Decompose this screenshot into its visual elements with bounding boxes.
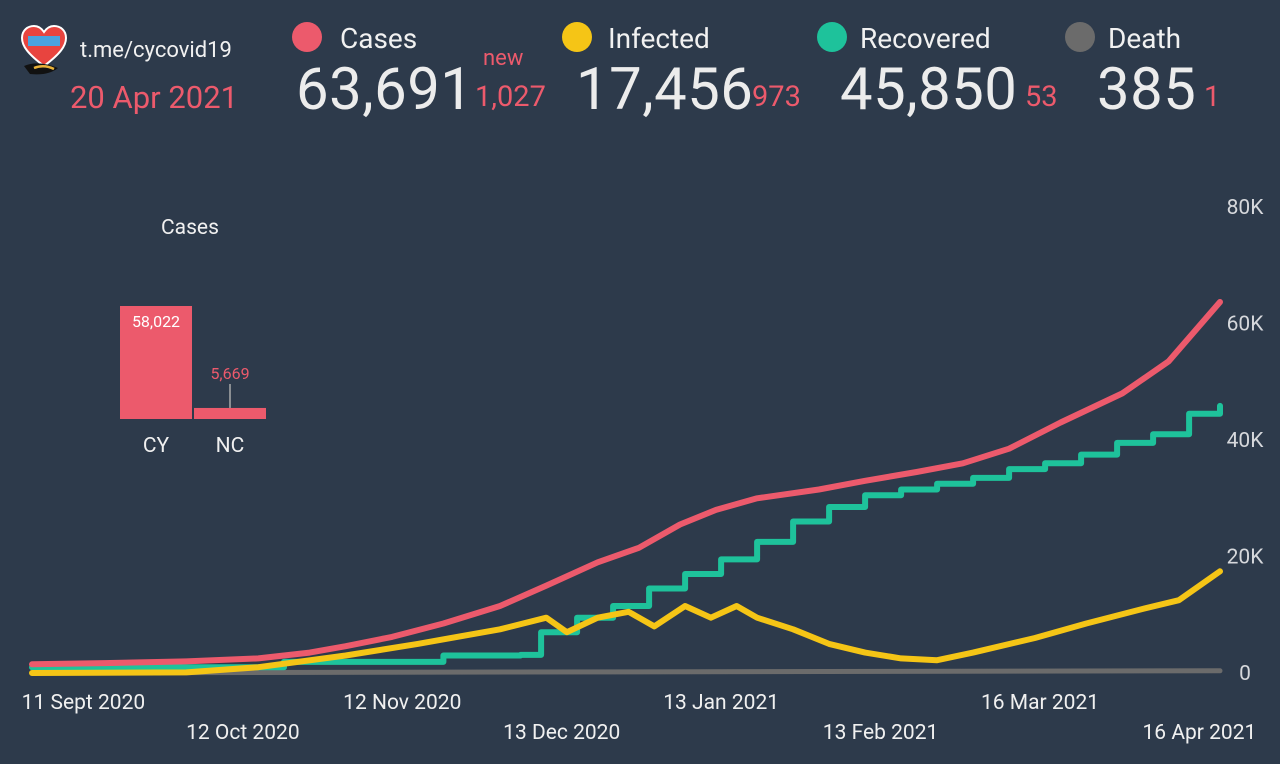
series-line-infected	[29, 568, 1223, 676]
bar-value-label: 5,669	[210, 364, 249, 383]
series-line-death	[29, 668, 1223, 676]
series-line-cases	[29, 299, 1223, 668]
cyprus-heart-logo-icon	[20, 24, 68, 75]
infected-label: Infected	[608, 22, 710, 55]
y-tick-label: 80K	[1227, 196, 1265, 220]
death-new: 1	[1204, 80, 1221, 114]
cases-total: 63,691	[296, 56, 474, 124]
report-date: 20 Apr 2021	[70, 79, 239, 116]
cases-legend-dot	[292, 22, 322, 52]
new-label: new	[483, 46, 524, 71]
bar-category-label: CY	[143, 434, 170, 458]
recovered-total: 45,850	[840, 56, 1018, 124]
recovered-legend-dot	[817, 22, 847, 52]
y-tick-label: 0	[1239, 662, 1251, 686]
bar-category-label: NC	[216, 434, 245, 458]
x-tick-label: 12 Oct 2020	[186, 721, 300, 745]
y-tick-label: 40K	[1227, 429, 1265, 453]
death-label: Death	[1108, 22, 1182, 55]
x-tick-label: 12 Nov 2020	[343, 691, 461, 715]
y-tick-label: 20K	[1227, 546, 1265, 570]
recovered-new: 53	[1025, 80, 1058, 114]
x-tick-label: 13 Feb 2021	[823, 721, 939, 745]
x-tick-label: 11 Sept 2020	[22, 691, 146, 715]
recovered-label: Recovered	[860, 22, 991, 55]
x-tick-label: 16 Apr 2021	[1143, 721, 1257, 745]
infected-new: 973	[752, 80, 801, 114]
death-legend-dot	[1065, 22, 1095, 52]
death-total: 385	[1097, 56, 1197, 124]
cases-new: 1,027	[475, 80, 546, 114]
x-tick-label: 16 Mar 2021	[981, 691, 1099, 715]
infected-total: 17,456	[576, 56, 754, 124]
bar-nc	[194, 407, 266, 419]
cases-label: Cases	[340, 22, 418, 55]
y-tick-label: 60K	[1227, 313, 1265, 337]
infected-legend-dot	[562, 22, 592, 52]
bar-value-label: 58,022	[132, 312, 180, 331]
x-tick-label: 13 Dec 2020	[503, 721, 620, 745]
logo[interactable]	[18, 22, 70, 80]
channel-link[interactable]: t.me/cycovid19	[80, 38, 232, 63]
bar-cy	[120, 306, 192, 419]
x-tick-label: 13 Jan 2021	[663, 691, 779, 715]
bar-chart-title: Cases	[161, 216, 219, 240]
series-line-recovered	[29, 402, 1223, 671]
